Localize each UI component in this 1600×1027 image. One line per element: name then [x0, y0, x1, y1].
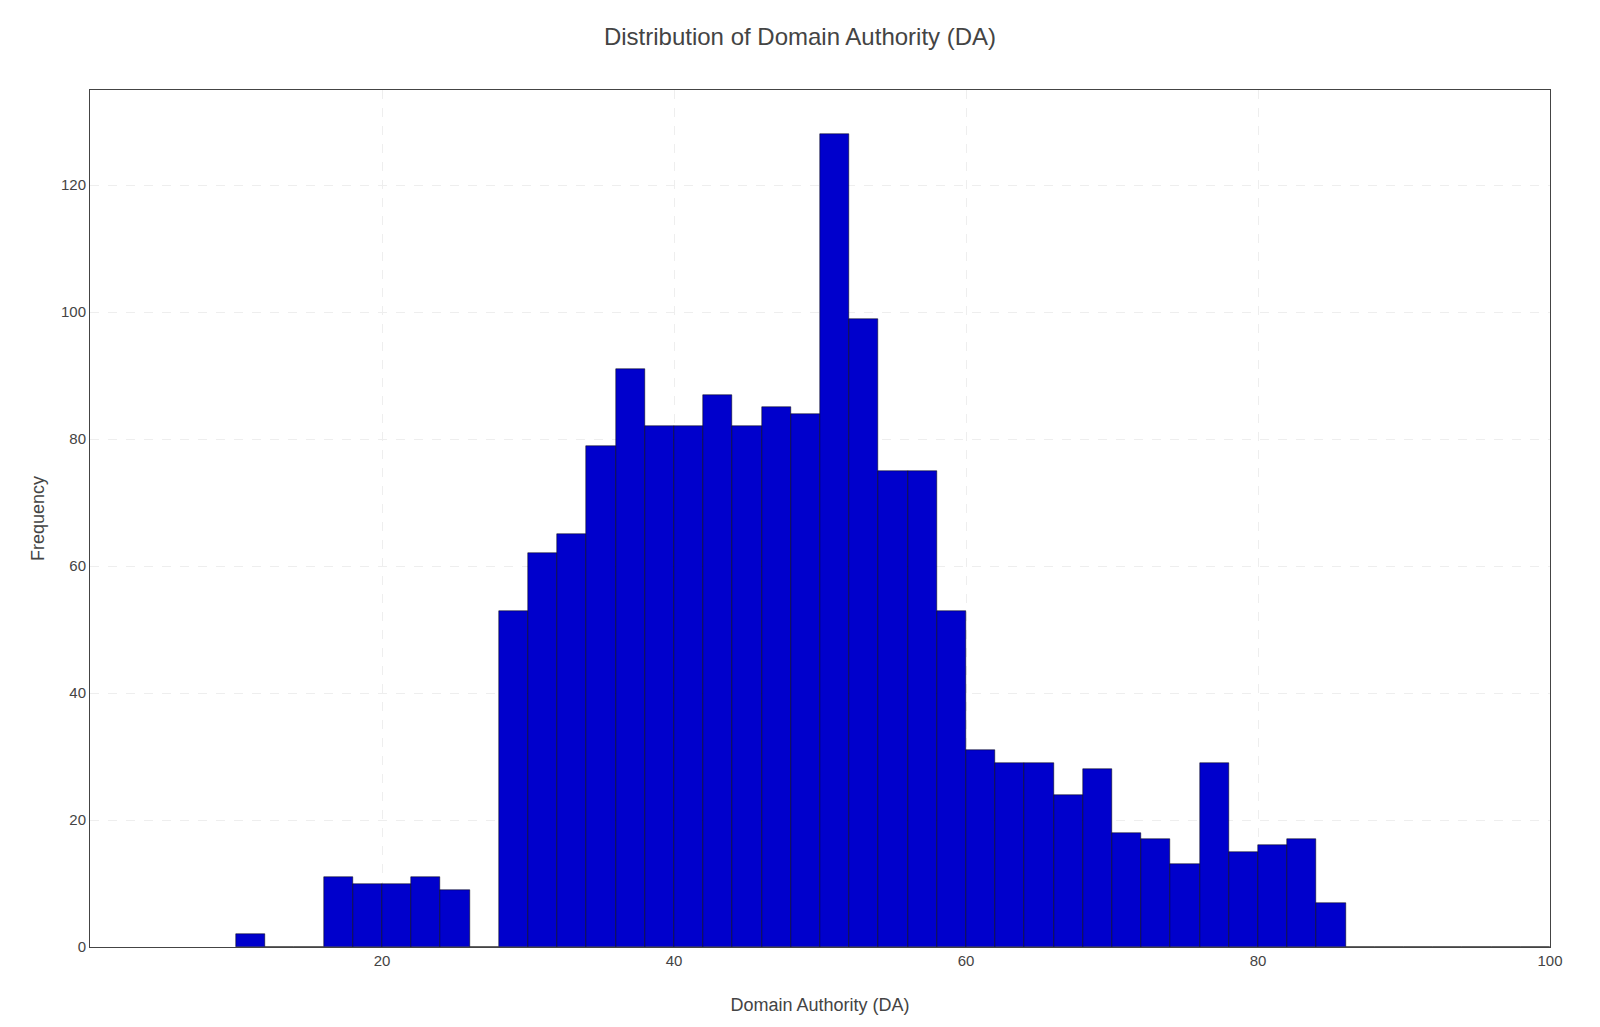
- svg-text:40: 40: [69, 684, 86, 701]
- svg-text:80: 80: [1250, 952, 1267, 969]
- svg-text:20: 20: [69, 811, 86, 828]
- svg-text:40: 40: [666, 952, 683, 969]
- svg-text:Domain Authority (DA): Domain Authority (DA): [730, 995, 909, 1015]
- svg-text:Frequency: Frequency: [28, 476, 48, 561]
- svg-text:120: 120: [61, 176, 86, 193]
- svg-text:Distribution of Domain Authori: Distribution of Domain Authority (DA): [604, 23, 996, 50]
- svg-text:100: 100: [61, 303, 86, 320]
- svg-text:60: 60: [958, 952, 975, 969]
- svg-text:80: 80: [69, 430, 86, 447]
- svg-text:20: 20: [374, 952, 391, 969]
- svg-text:100: 100: [1537, 952, 1562, 969]
- svg-text:60: 60: [69, 557, 86, 574]
- svg-text:0: 0: [78, 938, 86, 955]
